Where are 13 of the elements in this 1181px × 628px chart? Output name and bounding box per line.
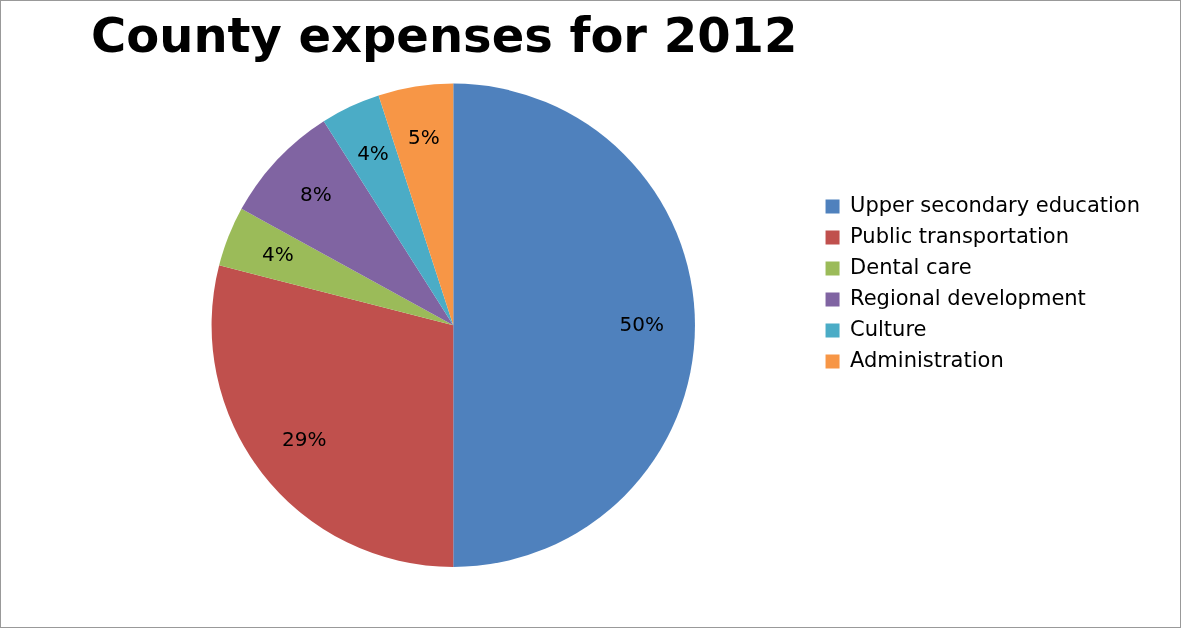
- legend-label: Culture: [850, 316, 927, 341]
- legend-label: Administration: [850, 347, 1004, 372]
- legend-label: Regional development: [850, 285, 1086, 310]
- data-label: 4%: [357, 140, 389, 165]
- data-label: 5%: [407, 125, 440, 150]
- chart-title: County expenses for 2012: [91, 7, 798, 64]
- data-label: 4%: [262, 242, 294, 267]
- data-label: 29%: [282, 427, 327, 452]
- legend-label: Upper secondary education: [850, 192, 1141, 217]
- data-label: 50%: [619, 311, 665, 336]
- legend-label: Public transportation: [850, 223, 1069, 248]
- legend-label: Dental care: [850, 254, 972, 279]
- data-label: 8%: [299, 182, 332, 207]
